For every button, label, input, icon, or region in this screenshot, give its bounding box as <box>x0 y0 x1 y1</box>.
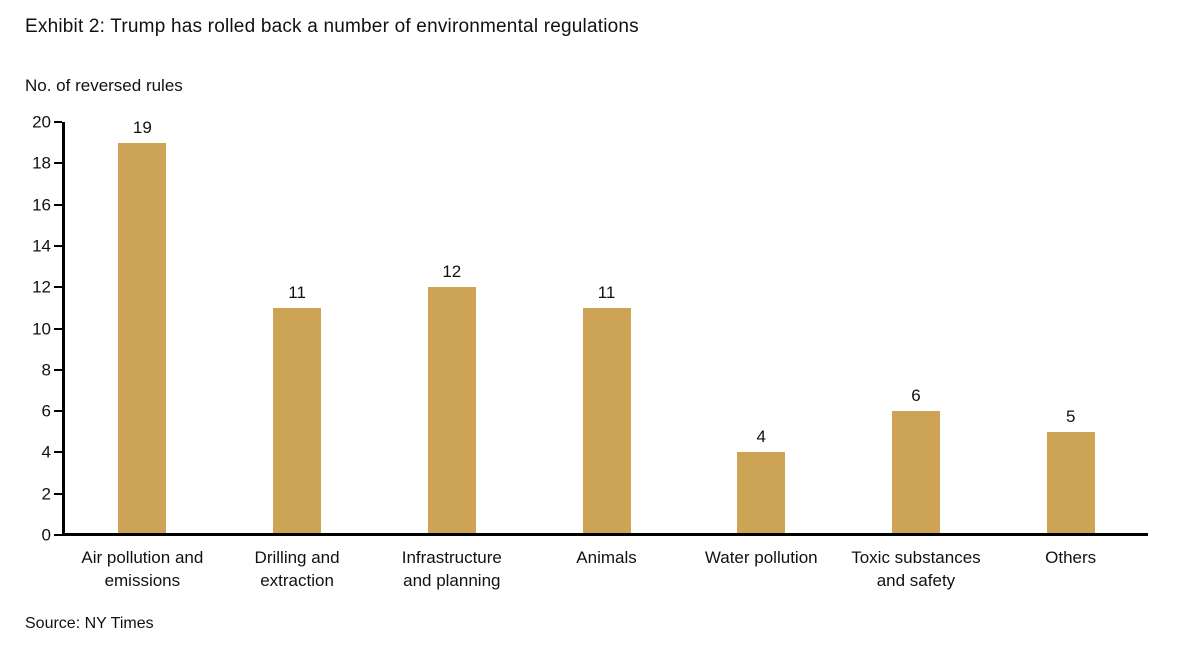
y-axis-label: No. of reversed rules <box>25 76 183 95</box>
bar-slot: 11 <box>529 122 684 535</box>
bar-value-label: 5 <box>1065 406 1076 426</box>
bar-value-label: 11 <box>597 282 616 302</box>
bars-container: 19 11 12 11 4 6 5 <box>65 119 1148 535</box>
y-tick-mark <box>54 203 62 206</box>
bar-slot: 6 <box>839 122 994 535</box>
y-tick-mark <box>54 368 62 371</box>
chart-title: Exhibit 2: Trump has rolled back a numbe… <box>25 16 639 37</box>
bar-slot: 5 <box>993 122 1148 535</box>
bar-slot: 4 <box>684 122 839 535</box>
bar: 4 <box>737 428 786 535</box>
x-category-label: Animals <box>576 548 637 567</box>
bar-slot: 12 <box>374 122 529 535</box>
x-category-label: Infrastructure and planning <box>401 548 502 590</box>
y-tick-label: 16 <box>32 195 51 215</box>
y-axis-line <box>62 122 65 535</box>
bar-value-label: 6 <box>911 386 921 406</box>
y-tick-mark <box>54 327 62 330</box>
x-category-label: Water pollution <box>704 548 818 567</box>
x-category-label: Others <box>1045 548 1097 567</box>
bar: 12 <box>427 263 476 535</box>
y-tick-label: 14 <box>32 236 51 256</box>
bar: 6 <box>891 387 940 535</box>
bar-value-label: 11 <box>288 282 306 302</box>
bar-slot: 19 <box>65 119 220 535</box>
x-category-label: Drilling and extraction <box>254 548 340 590</box>
bar-slot: 11 <box>220 122 375 535</box>
x-category-label: Toxic substances and safety <box>851 548 981 590</box>
bar: 5 <box>1046 408 1095 535</box>
y-tick-mark <box>54 534 62 536</box>
y-tick-label: 20 <box>32 112 51 132</box>
x-axis-line <box>62 533 1148 536</box>
y-tick-mark <box>54 286 62 289</box>
x-axis-labels: Air pollution and emissions Drilling and … <box>65 546 1148 592</box>
y-tick-label: 12 <box>32 277 51 297</box>
y-tick-label: 2 <box>41 484 51 504</box>
plot-area: 0 2 4 6 8 10 12 14 16 18 20 19 11 12 11 4 6 5 Air pollut… <box>32 114 1148 590</box>
bar-value-label: 19 <box>132 117 152 137</box>
x-category-label: Air pollution and emissions <box>81 548 204 590</box>
y-tick-label: 4 <box>41 442 51 462</box>
bar-value-label: 4 <box>756 427 766 447</box>
y-tick-mark <box>54 410 62 413</box>
bar-value-label: 12 <box>442 262 462 282</box>
source-note: Source: NY Times <box>25 615 154 632</box>
y-tick-mark <box>54 492 62 495</box>
bar: 11 <box>273 284 322 535</box>
y-tick-mark <box>54 244 62 247</box>
y-tick-mark <box>54 162 62 165</box>
bar: 11 <box>582 284 631 535</box>
bar: 19 <box>118 119 167 535</box>
y-tick-label: 10 <box>32 319 51 338</box>
y-tick-label: 6 <box>41 401 51 421</box>
y-tick-label: 18 <box>32 153 51 173</box>
y-tick-mark <box>54 121 62 123</box>
y-tick-label: 8 <box>41 360 51 380</box>
y-tick-mark <box>54 451 62 454</box>
y-tick-label: 0 <box>41 525 51 545</box>
